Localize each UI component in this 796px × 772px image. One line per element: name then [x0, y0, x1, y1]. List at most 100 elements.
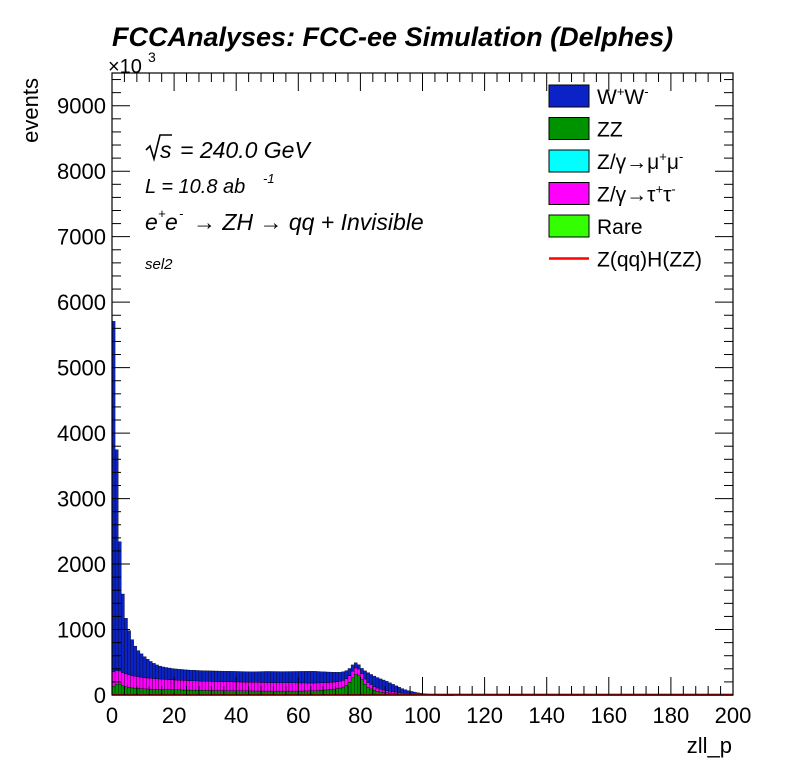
lumi-text: L = 10.8 ab	[145, 176, 245, 198]
x-tick-label: 140	[528, 703, 565, 728]
bar-tautau	[152, 678, 156, 690]
bar-tautau	[338, 681, 342, 689]
bar-tautau	[354, 667, 358, 675]
bar-zz	[118, 683, 122, 696]
bar-tautau	[192, 680, 197, 691]
bar-tautau	[254, 682, 259, 692]
bar-ww	[130, 639, 134, 676]
bar-ww	[136, 650, 141, 677]
bar-ww	[338, 672, 342, 682]
sqrt-s-letter: s	[160, 137, 172, 163]
bar-ww	[152, 663, 156, 679]
bar-ww	[204, 670, 209, 682]
bar-ww	[127, 630, 131, 676]
bar-ww	[254, 671, 259, 683]
bar-ww	[347, 668, 352, 676]
bar-ww	[186, 669, 190, 681]
y-tick-label: 6000	[57, 290, 106, 315]
y-tick-label: 3000	[57, 487, 106, 512]
y-tick-label: 5000	[57, 356, 106, 381]
bar-ww	[291, 671, 296, 684]
bar-ww	[270, 671, 274, 683]
bar-ww	[267, 671, 271, 683]
bar-ww	[142, 656, 147, 678]
legend-label-signal: Z(qq)H(ZZ)	[597, 249, 702, 272]
bar-tautau	[313, 682, 318, 691]
bar-tautau	[263, 682, 268, 692]
bar-ww	[372, 675, 377, 687]
bar-ww	[329, 671, 333, 683]
bar-ww	[375, 677, 380, 689]
bar-tautau	[204, 681, 209, 691]
bar-ww	[285, 671, 290, 683]
bar-ww	[124, 618, 128, 675]
bar-tautau	[229, 681, 234, 691]
bar-ww	[118, 541, 122, 672]
bar-tautau	[375, 687, 380, 692]
bar-tautau	[201, 681, 206, 691]
legend-label-zz: ZZ	[597, 119, 623, 142]
legend-swatch-zz	[548, 117, 590, 140]
legend-swatch-ww	[548, 84, 590, 108]
sqrt-icon	[145, 134, 172, 162]
bar-ww	[223, 671, 228, 682]
y-exponent-power: 3	[148, 49, 156, 65]
bar-ww	[391, 684, 395, 692]
sqrt-s-value: = 240.0 GeV	[180, 137, 312, 163]
bar-ww	[133, 645, 138, 677]
bar-tautau	[304, 682, 308, 692]
bar-tautau	[347, 675, 352, 683]
bar-ww	[403, 689, 408, 694]
bar-ww	[363, 670, 367, 680]
bar-zz	[363, 684, 367, 696]
bar-tautau	[124, 673, 128, 687]
bar-ww	[335, 672, 339, 682]
x-tick-label: 40	[224, 703, 248, 728]
bar-ww	[301, 671, 305, 684]
y-tick-label: 7000	[57, 225, 106, 250]
x-tick-label: 120	[466, 703, 503, 728]
bar-ww	[388, 682, 392, 692]
bar-ww	[378, 678, 383, 690]
bar-ww	[282, 671, 287, 683]
annotations: s = 240.0 GeV L = 10.8 ab -1 e + e - → Z…	[145, 134, 424, 273]
bar-tautau	[378, 689, 383, 693]
bar-tautau	[341, 680, 346, 688]
bar-tautau	[366, 682, 370, 688]
y-tick-label: 4000	[57, 421, 106, 446]
bar-tautau	[363, 678, 367, 685]
x-tick-label: 160	[590, 703, 627, 728]
bar-tautau	[189, 680, 193, 691]
bar-tautau	[276, 682, 280, 692]
bar-ww	[145, 659, 150, 679]
process-minus-sign: -	[179, 206, 184, 221]
bar-tautau	[127, 674, 131, 688]
legend-label-ww: W+W-	[597, 84, 649, 109]
bar-ww	[354, 662, 358, 669]
bar-ww	[245, 671, 249, 683]
x-axis-label: zll_p	[687, 733, 732, 758]
bar-ww	[357, 664, 361, 670]
bar-ww	[114, 449, 119, 671]
x-tick-label: 60	[286, 703, 310, 728]
bar-ww	[344, 670, 349, 679]
bar-tautau	[279, 682, 283, 692]
bar-ww	[195, 670, 200, 682]
bar-ww	[164, 667, 169, 680]
bar-ww	[316, 671, 321, 684]
lumi-exponent: -1	[263, 171, 275, 186]
process-plus-sign: +	[158, 206, 166, 221]
legend: W+W- ZZ Z/γ→μ+μ- Z/γ→τ+τ- Rare Z(qq)H(ZZ)	[548, 84, 702, 272]
y-tick-label: 9000	[57, 94, 106, 119]
x-tick-label: 80	[348, 703, 372, 728]
bar-ww	[322, 671, 327, 683]
x-tick-label: 0	[106, 703, 118, 728]
legend-swatch-tautau	[548, 182, 590, 205]
bar-tautau	[217, 681, 221, 691]
bar-ww	[341, 671, 346, 681]
bar-ww	[192, 670, 197, 681]
lumi-annotation: L = 10.8 ab -1	[145, 171, 275, 198]
bar-tautau	[301, 682, 305, 692]
bar-tautau	[388, 690, 392, 694]
